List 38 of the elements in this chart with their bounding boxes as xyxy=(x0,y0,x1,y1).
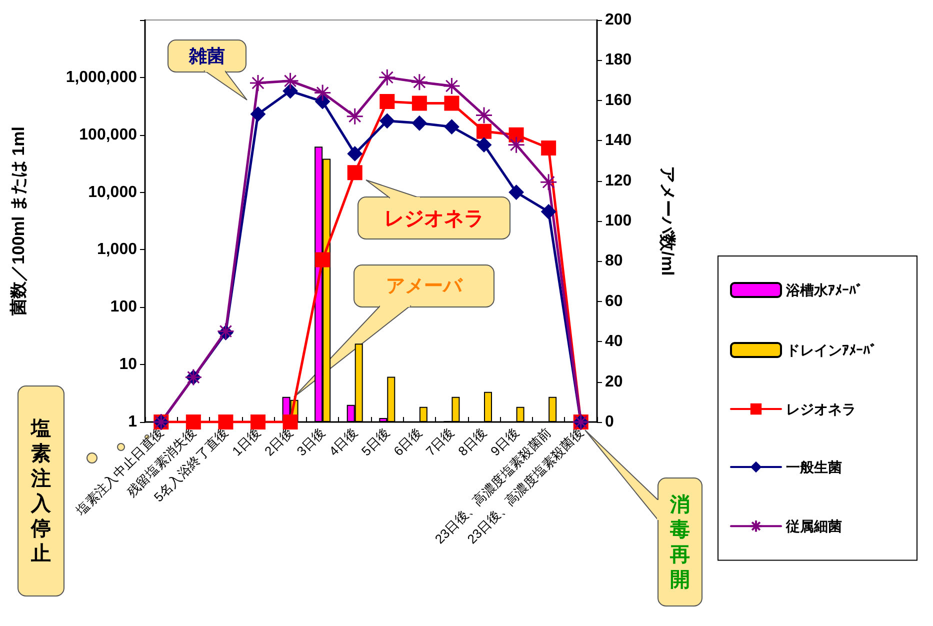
y2-tick-label: 40 xyxy=(605,333,623,350)
x-tick-label: 1日後 xyxy=(229,424,264,459)
y2-tick-label: 180 xyxy=(605,52,632,69)
y2-tick-label: 120 xyxy=(605,172,632,190)
y-tick-label: 1,000,000 xyxy=(66,68,138,86)
y-axis-title: 菌数／100ml または 1ml xyxy=(9,126,28,316)
y2-tick-label: 160 xyxy=(605,92,632,109)
x-tick-label: 7日後 xyxy=(422,424,458,459)
y-tick-label: 100,000 xyxy=(79,126,138,144)
annotation: アメーバ xyxy=(354,265,494,307)
y-tick-label: 1 xyxy=(128,414,138,430)
legend-label: ドレインｱﾒｰﾊﾞ xyxy=(786,342,877,358)
y-tick-label: 100 xyxy=(110,298,138,316)
legend-label: 従属細菌 xyxy=(785,518,842,534)
x-tick-label: 5日後 xyxy=(358,424,392,459)
x-tick-label: 3日後 xyxy=(294,424,328,459)
legend-label: レジオネラ xyxy=(786,401,856,417)
annotation: 雑菌 xyxy=(168,40,246,72)
x-tick-label: 8日後 xyxy=(455,424,490,459)
y2-tick-label: 20 xyxy=(605,373,623,390)
text: 塩素注入停止 xyxy=(31,416,51,566)
y2-tick-label: 140 xyxy=(605,132,632,150)
legend-label: 浴槽水ｱﾒｰﾊﾞ xyxy=(785,282,863,298)
x-tick-label: 6日後 xyxy=(390,424,425,459)
text: 消毒再開 xyxy=(670,492,690,592)
y2-tick-label: 0 xyxy=(605,414,614,430)
legend-label: 一般生菌 xyxy=(786,459,842,475)
y-tick-label: 10,000 xyxy=(88,184,138,201)
y-tick-label: 10 xyxy=(119,356,138,374)
annotation: レジオネラ xyxy=(358,197,510,239)
y2-tick-label: 80 xyxy=(605,252,623,270)
y2-tick-label: 200 xyxy=(605,12,632,28)
y-tick-label: 1,000 xyxy=(96,241,138,258)
y2-tick-label: 60 xyxy=(605,292,623,310)
y2-tick-label: 100 xyxy=(605,212,632,230)
x-tick-label: 4日後 xyxy=(326,424,360,459)
y2-axis-title: アメーバ数/ml xyxy=(658,166,677,276)
x-tick-label: 2日後 xyxy=(261,424,296,459)
